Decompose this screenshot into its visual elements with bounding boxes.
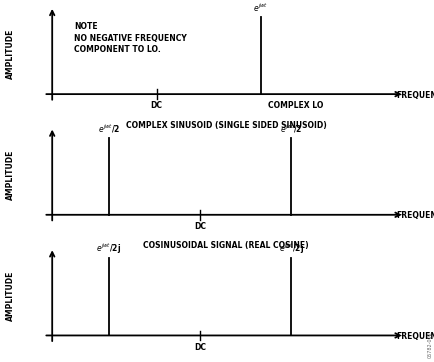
Text: COMPLEX LO: COMPLEX LO bbox=[267, 101, 323, 110]
Text: $e^{jwt}$/2: $e^{jwt}$/2 bbox=[279, 123, 302, 135]
Text: $e^{jwt}$/2j: $e^{jwt}$/2j bbox=[278, 241, 303, 256]
Text: $e^{jwt}$/2: $e^{jwt}$/2 bbox=[97, 123, 120, 135]
Text: AMPLITUDE: AMPLITUDE bbox=[7, 29, 15, 80]
Text: FREQUENCY: FREQUENCY bbox=[395, 211, 434, 220]
Text: DC: DC bbox=[194, 222, 206, 231]
Text: NOTE
NO NEGATIVE FREQUENCY
COMPONENT TO LO.: NOTE NO NEGATIVE FREQUENCY COMPONENT TO … bbox=[74, 22, 186, 54]
Text: $e^{jwt}$: $e^{jwt}$ bbox=[253, 2, 268, 14]
Text: COSINUSOIDAL SIGNAL (REAL COSINE): COSINUSOIDAL SIGNAL (REAL COSINE) bbox=[143, 241, 308, 251]
Text: DC: DC bbox=[194, 343, 206, 352]
Text: $e^{jwt}$/2j: $e^{jwt}$/2j bbox=[96, 241, 121, 256]
Text: 05782-002: 05782-002 bbox=[427, 332, 432, 358]
Text: FREQUENCY: FREQUENCY bbox=[395, 332, 434, 341]
Text: FREQUENCY: FREQUENCY bbox=[395, 91, 434, 100]
Text: DC: DC bbox=[150, 101, 162, 110]
Text: COMPLEX SINUSOID (SINGLE SIDED SINUSOID): COMPLEX SINUSOID (SINGLE SIDED SINUSOID) bbox=[125, 121, 326, 130]
Text: AMPLITUDE: AMPLITUDE bbox=[7, 150, 15, 200]
Text: AMPLITUDE: AMPLITUDE bbox=[7, 270, 15, 321]
